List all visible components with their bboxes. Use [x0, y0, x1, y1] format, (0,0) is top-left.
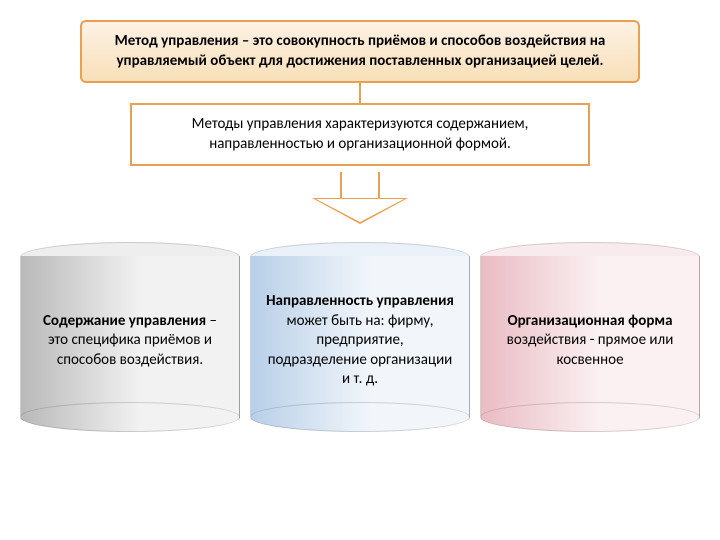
cyl-label: Направленность управления может быть на:… [262, 264, 458, 418]
cylinder-row: Содержание управления – это специфика пр… [20, 242, 700, 432]
cylinder-direction: Направленность управления может быть на:… [250, 242, 470, 432]
cyl-title: Организационная форма [507, 312, 672, 330]
down-arrow [300, 172, 420, 232]
cylinder-content: Содержание управления – это специфика пр… [20, 242, 240, 432]
cyl-title: Направленность управления [266, 292, 454, 310]
cylinder-orgform: Организационная форма воздействия - прям… [480, 242, 700, 432]
definition-text: Метод управления – это совокупность приё… [115, 32, 606, 70]
cyl-rest: может быть на: фирму, предприятие, подра… [268, 312, 453, 389]
cyl-title: Содержание управления [43, 312, 206, 330]
connector-line [359, 83, 361, 103]
arrow-head-fill [316, 199, 404, 222]
cyl-label: Содержание управления – это специфика пр… [32, 264, 228, 418]
characteristics-box: Методы управления характеризуются содерж… [130, 103, 590, 166]
definition-box: Метод управления – это совокупность приё… [80, 20, 640, 83]
cyl-rest: воздействия - прямое или косвенное [507, 331, 674, 369]
cyl-label: Организационная форма воздействия - прям… [492, 264, 688, 418]
arrow-stem [340, 172, 380, 200]
characteristics-text: Методы управления характеризуются содерж… [192, 115, 529, 153]
